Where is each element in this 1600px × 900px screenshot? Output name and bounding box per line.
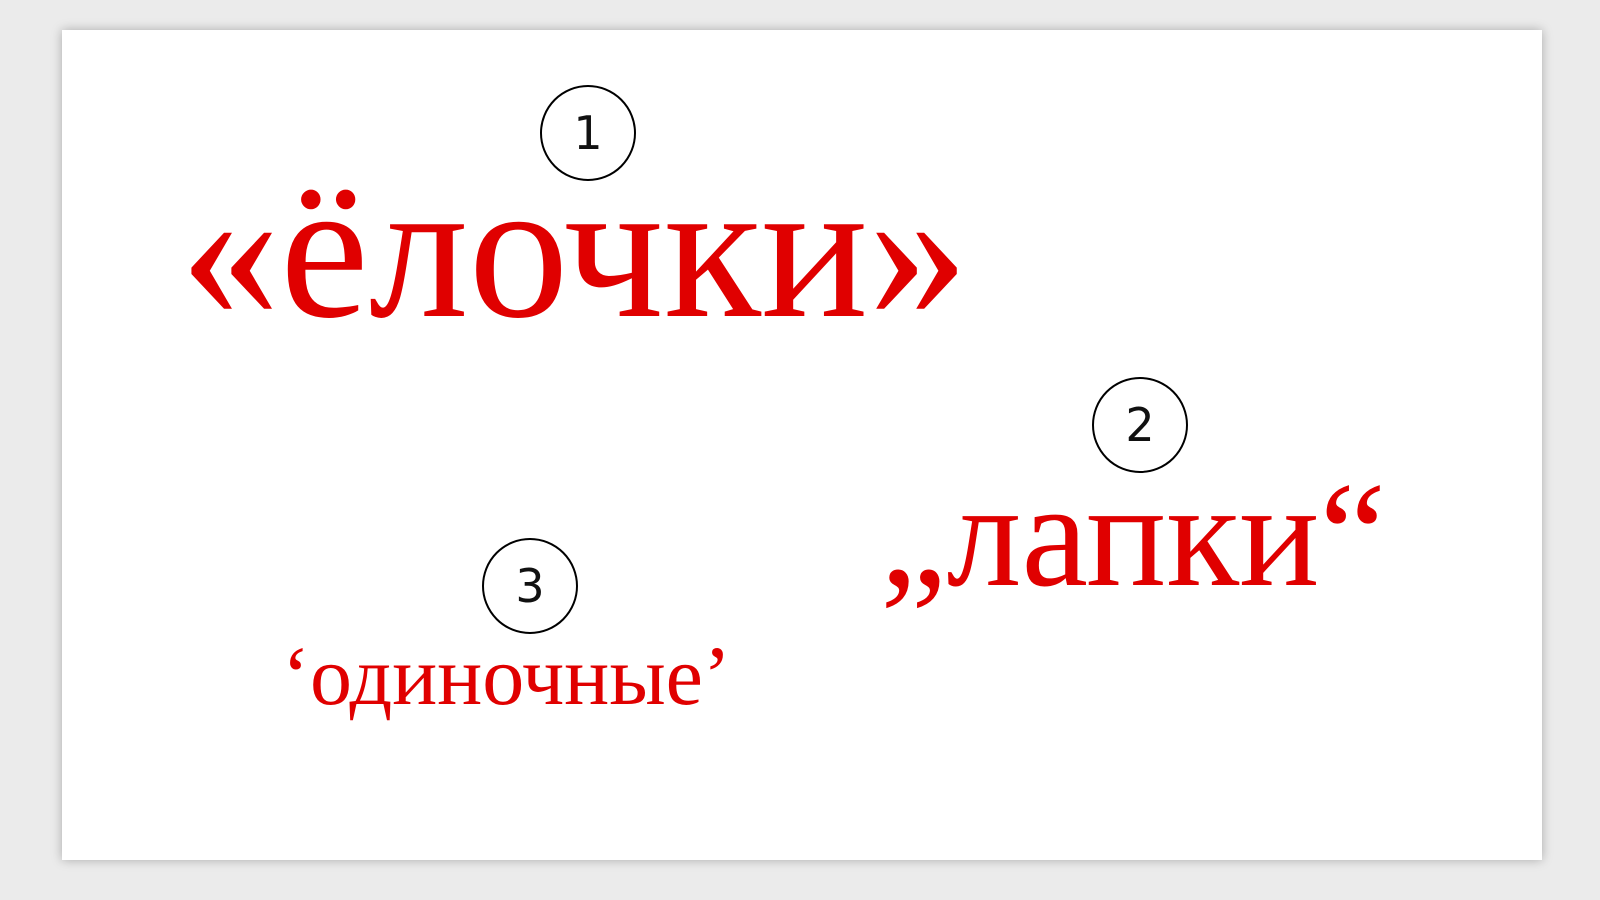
- number-marker-1: 1: [540, 85, 636, 181]
- slide: 1 «ёлочки» 2 „лапки“ 3 ‘одиночные’: [62, 30, 1542, 860]
- quote-example-odinochnye: ‘одиночные’: [282, 630, 731, 723]
- number-marker-2: 2: [1092, 377, 1188, 473]
- quote-example-lapki: „лапки“: [880, 452, 1387, 618]
- number-marker-3: 3: [482, 538, 578, 634]
- quote-example-elochki: «ёлочки»: [180, 139, 969, 360]
